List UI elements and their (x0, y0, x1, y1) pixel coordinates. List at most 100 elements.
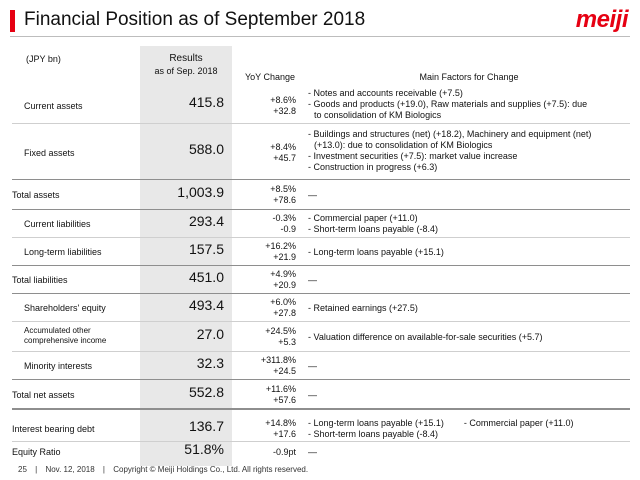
row-value: 493.4 (188, 297, 224, 313)
footer-separator: | (102, 465, 105, 474)
row-label: Fixed assets (24, 148, 75, 158)
footer-date: Nov. 12, 2018 (45, 465, 95, 474)
slide-header: Financial Position as of September 2018 … (0, 0, 640, 40)
yoy-percent: +16.2% (265, 241, 296, 251)
yoy-amount: +24.5 (273, 366, 296, 376)
yoy-amount: +57.6 (273, 395, 296, 405)
results-header-line1: Results (169, 53, 203, 64)
table-row-total-liabilities: Total liabilities 451.0 +4.9% +20.9 — (12, 266, 630, 294)
factor-line: — (308, 447, 317, 457)
factor-line: - Short-term loans payable (-8.4) (308, 429, 439, 439)
yoy-amount: +27.8 (273, 308, 296, 318)
yoy-amount: +17.6 (273, 429, 296, 439)
factor-line: - Investment securities (+7.5): market v… (308, 151, 518, 161)
table-row-equity-ratio: Equity Ratio 51.8% -0.9pt — (12, 442, 630, 462)
factor-line: - Goods and products (+19.0), Raw materi… (308, 99, 588, 109)
factor-line: - Buildings and structures (net) (+18.2)… (308, 129, 592, 139)
row-factors: — (308, 390, 630, 401)
row-label: Current liabilities (24, 219, 91, 229)
yoy-percent: +24.5% (265, 326, 296, 336)
yoy-percent: +14.8% (265, 418, 296, 428)
row-value: 552.8 (188, 384, 224, 400)
results-column-shading (140, 46, 232, 466)
row-yoy: +11.6% +57.6 (234, 384, 296, 406)
table-row-minority-interests: Minority interests 32.3 +311.8% +24.5 — (12, 352, 630, 380)
row-yoy: +14.8% +17.6 (234, 418, 296, 440)
yoy-percent: -0.9pt (272, 447, 296, 457)
table-row-total-net-assets: Total net assets 552.8 +11.6% +57.6 — (12, 380, 630, 410)
row-value: 51.8% (184, 441, 224, 457)
row-value: 415.8 (188, 94, 224, 110)
row-yoy: -0.9pt (234, 447, 296, 458)
factor-line: - Notes and accounts receivable (+7.5) (308, 88, 463, 98)
row-label: Equity Ratio (12, 447, 61, 457)
row-label: Long-term liabilities (24, 247, 102, 257)
factor-line: - Retained earnings (+27.5) (308, 303, 418, 313)
meiji-logo: meiji (575, 6, 629, 33)
factor-line: - Long-term loans payable (+15.1) - Comm… (308, 418, 574, 428)
yoy-amount: +5.3 (278, 337, 296, 347)
row-value: 27.0 (196, 326, 224, 342)
factor-line: — (308, 275, 317, 285)
row-yoy: +24.5% +5.3 (234, 326, 296, 348)
table-row-total-assets: Total assets 1,003.9 +8.5% +78.6 — (12, 180, 630, 210)
results-column-header: Results as of Sep. 2018 (140, 52, 232, 78)
row-value: 32.3 (196, 355, 224, 371)
row-factors: - Long-term loans payable (+15.1) - Comm… (308, 418, 630, 440)
row-factors: — (308, 275, 630, 286)
factors-column-header: Main Factors for Change (419, 72, 519, 82)
factor-line: - Valuation difference on available-for-… (308, 332, 543, 342)
yoy-amount: +32.8 (273, 106, 296, 116)
row-label: Minority interests (24, 361, 93, 371)
slide-title: Financial Position as of September 2018 (24, 9, 366, 30)
row-yoy: -0.3% -0.9 (234, 213, 296, 235)
results-header-line2: as of Sep. 2018 (154, 66, 218, 76)
yoy-percent: +8.5% (270, 184, 296, 194)
table-row-long-term-liabilities: Long-term liabilities 157.5 +16.2% +21.9… (12, 238, 630, 266)
yoy-amount: +78.6 (273, 195, 296, 205)
row-label: Accumulated other comprehensive income (24, 326, 106, 346)
row-yoy: +16.2% +21.9 (234, 241, 296, 263)
row-factors: - Retained earnings (+27.5) (308, 303, 630, 314)
table-row-current-liabilities: Current liabilities 293.4 -0.3% -0.9 - C… (12, 210, 630, 238)
yoy-amount: +20.9 (273, 280, 296, 290)
yoy-percent: +8.6% (270, 95, 296, 105)
table-row-interest-bearing-debt: Interest bearing debt 136.7 +14.8% +17.6… (12, 414, 630, 442)
row-label: Interest bearing debt (12, 424, 95, 434)
row-factors: - Commercial paper (+11.0) - Short-term … (308, 213, 630, 235)
row-factors: - Notes and accounts receivable (+7.5) -… (308, 88, 630, 121)
header-divider (10, 36, 630, 37)
row-value: 588.0 (188, 141, 224, 157)
yoy-percent: +8.4% (270, 142, 296, 152)
table-row-fixed-assets: Fixed assets 588.0 +8.4% +45.7 - Buildin… (12, 124, 630, 180)
row-label: Shareholders' equity (24, 303, 106, 313)
factor-line: (+13.0): due to consolidation of KM Biol… (314, 140, 493, 150)
footer-separator: | (35, 465, 38, 474)
factor-line: - Commercial paper (+11.0) (308, 213, 418, 223)
row-value: 451.0 (188, 269, 224, 285)
slide-footer: 25 | Nov. 12, 2018 | Copyright © Meiji H… (18, 465, 314, 474)
row-label: Total assets (12, 190, 60, 200)
page-number: 25 (18, 465, 27, 474)
copyright-text: Copyright © Meiji Holdings Co., Ltd. All… (113, 465, 309, 474)
table-row-current-assets: Current assets 415.8 +8.6% +32.8 - Notes… (12, 86, 630, 124)
row-factors: - Long-term loans payable (+15.1) (308, 247, 630, 258)
row-value: 157.5 (188, 241, 224, 257)
row-yoy: +8.4% +45.7 (234, 142, 296, 164)
label-line: Accumulated other (24, 326, 91, 335)
yoy-amount: +45.7 (273, 153, 296, 163)
table-row-accumulated-oci: Accumulated other comprehensive income 2… (12, 322, 630, 352)
yoy-percent: +6.0% (270, 297, 296, 307)
yoy-column-header: YoY Change (244, 72, 296, 82)
factor-line: - Long-term loans payable (+15.1) (308, 247, 444, 257)
yoy-amount: -0.9 (280, 224, 296, 234)
row-yoy: +4.9% +20.9 (234, 269, 296, 291)
row-factors: - Valuation difference on available-for-… (308, 332, 630, 343)
yoy-percent: +11.6% (265, 384, 296, 394)
factor-line: — (308, 190, 317, 200)
row-yoy: +6.0% +27.8 (234, 297, 296, 319)
row-value: 1,003.9 (177, 184, 224, 200)
row-value: 136.7 (188, 418, 224, 434)
row-yoy: +8.6% +32.8 (234, 95, 296, 117)
row-label: Total liabilities (12, 275, 68, 285)
